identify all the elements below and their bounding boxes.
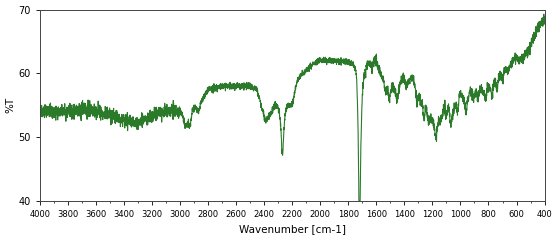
Y-axis label: %T: %T <box>6 97 16 113</box>
X-axis label: Wavenumber [cm-1]: Wavenumber [cm-1] <box>239 224 345 234</box>
